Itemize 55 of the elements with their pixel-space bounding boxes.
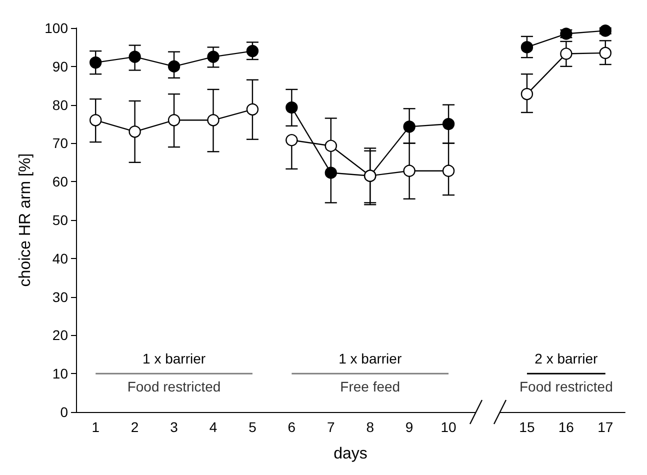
y-tick-label: 70	[52, 135, 68, 152]
y-tick-label: 0	[60, 404, 68, 420]
x-tick-label: 7	[326, 419, 335, 435]
x-tick-label: 6	[288, 419, 296, 435]
point	[442, 118, 455, 130]
point	[286, 101, 298, 114]
point	[246, 103, 259, 116]
point	[128, 126, 141, 138]
point	[403, 164, 416, 177]
y-tick-label: 50	[52, 212, 68, 228]
point	[286, 134, 298, 146]
x-tick-label: 8	[366, 419, 374, 435]
point	[560, 48, 572, 60]
series-label: 2 x barrier	[534, 350, 598, 367]
y-tick-label: 20	[52, 327, 68, 344]
point	[246, 44, 259, 58]
y-tick-label: 90	[52, 58, 68, 74]
point	[324, 166, 337, 179]
series-label: 1 x barrier	[142, 350, 206, 367]
y-tick-label: 10	[52, 366, 68, 382]
y-tick-label: 30	[52, 288, 68, 305]
point	[207, 114, 220, 126]
x-tick-label: 3	[170, 419, 178, 435]
y-tick-label: 80	[52, 96, 68, 113]
point	[403, 120, 416, 133]
x-tick-label: 2	[130, 419, 139, 435]
annotation: Food restricted	[127, 378, 221, 395]
x-tick-label: 4	[209, 419, 218, 435]
point	[520, 88, 534, 100]
point	[599, 24, 612, 37]
point	[90, 56, 102, 69]
point	[599, 46, 612, 60]
point	[442, 164, 455, 177]
series-label: 1 x barrier	[338, 350, 402, 367]
x-tick-label: 16	[558, 419, 574, 435]
x-tick-label: 1	[92, 419, 100, 435]
point	[168, 60, 180, 72]
point	[324, 140, 337, 152]
point	[168, 114, 180, 126]
annotation: Food restricted	[519, 378, 613, 395]
point	[128, 50, 141, 63]
point	[90, 114, 102, 126]
y-tick-label: 40	[52, 250, 68, 266]
y-axis-title: choice HR arm [%]	[17, 153, 34, 287]
annotation: Free feed	[340, 378, 400, 395]
x-tick-label: 15	[519, 419, 535, 435]
y-tick-label: 60	[52, 174, 68, 190]
x-tick-label: 10	[440, 419, 457, 435]
x-tick-label: 17	[598, 419, 614, 435]
x-tick-label: 5	[248, 419, 257, 435]
y-tick-label: 100	[44, 20, 68, 36]
point	[520, 41, 534, 54]
x-tick-label: 9	[405, 419, 414, 435]
point	[207, 50, 220, 63]
x-axis-title: days	[334, 446, 368, 462]
